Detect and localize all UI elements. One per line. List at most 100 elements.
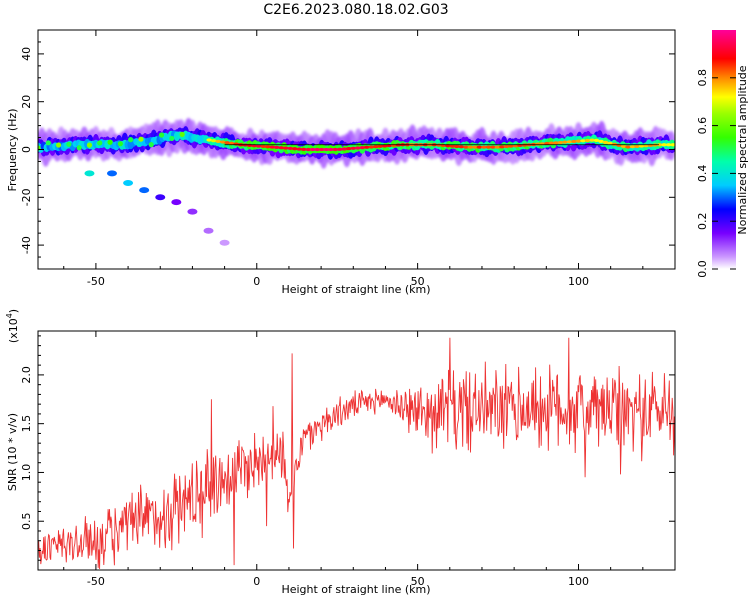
heat-core-cell <box>373 145 379 149</box>
heat-core-cell <box>264 145 271 149</box>
heat-core-cell <box>309 147 316 152</box>
spectrogram-y-tick-label: -20 <box>20 188 33 206</box>
heat-core-cell <box>255 144 262 148</box>
heat-core-cell <box>584 138 591 143</box>
heat-core-cell <box>359 146 366 150</box>
heat-core-cell <box>638 144 645 148</box>
heat-core-cell <box>224 141 230 145</box>
heat-blob <box>45 140 51 146</box>
heat-core-cell <box>458 145 465 149</box>
heat-core-cell <box>553 141 559 145</box>
snr-ticks: -50 0 50 100 0.5 1.0 1.5 2.0 <box>20 331 676 588</box>
heat-core-cell <box>449 144 456 148</box>
heat-core-cell <box>318 147 325 152</box>
snr-panel: -50 0 50 100 0.5 1.0 1.5 2.0 Height of straight… <box>5 309 676 596</box>
snr-y-tick-label: 2.0 <box>20 366 33 384</box>
heat-blob <box>97 140 103 146</box>
colorbar-tick-label: 0.8 <box>696 69 709 87</box>
colorbar-tick-label: 0.0 <box>696 260 709 278</box>
chart-title: C2E6.2023.080.18.02.G03 <box>263 2 448 18</box>
colorbar: 0.0 0.2 0.4 0.6 0.8 Normalized spectral ampl… <box>696 30 749 278</box>
heat-blob <box>55 142 62 148</box>
heat-core-cell <box>472 145 478 149</box>
secondary-track-point <box>155 194 166 201</box>
heat-core-cell <box>481 145 487 149</box>
snr-x-tick-label: -50 <box>87 575 105 588</box>
snr-x-tick-label: 50 <box>411 575 425 588</box>
heat-core-cell <box>296 147 303 151</box>
secondary-track-point <box>171 199 182 206</box>
heat-core-cell <box>557 140 564 145</box>
snr-y-tick-label: 1.5 <box>20 415 33 433</box>
spectrogram-heatmap <box>38 117 675 246</box>
spectrogram-x-axis-label: Height of straight line (km) <box>281 283 430 296</box>
heat-blob <box>158 132 165 138</box>
heat-core-cell <box>544 141 550 146</box>
heat-blob <box>117 141 123 147</box>
heat-blob <box>128 137 134 143</box>
spectrogram-y-axis-label: Frequency (Hz) <box>6 109 19 192</box>
heat-core-cell <box>490 145 496 149</box>
heat-core-cell <box>269 145 276 149</box>
spectrogram-y-tick-label: 0 <box>20 146 33 153</box>
snr-plot-area <box>38 331 675 570</box>
heat-core-cell <box>354 146 361 150</box>
heat-blob <box>107 139 113 145</box>
heat-blob <box>138 136 144 142</box>
heat-core-cell <box>273 145 280 149</box>
heat-core-cell <box>620 144 627 148</box>
colorbar-tick-label: 0.6 <box>696 117 709 135</box>
heat-core-cell <box>575 139 582 143</box>
heat-core-cell <box>206 138 212 142</box>
heat-core-cell <box>363 145 370 149</box>
heat-core-cell <box>503 144 510 149</box>
heat-blob <box>179 131 185 137</box>
heat-core-cell <box>454 144 460 149</box>
heat-blob <box>169 135 175 142</box>
secondary-track-point <box>84 170 95 177</box>
snr-scale-label: (x104) <box>5 309 20 343</box>
heat-core-cell <box>602 140 609 144</box>
heat-blob <box>76 145 82 151</box>
spectrogram-x-tick-label: 0 <box>253 275 260 288</box>
heat-core-cell <box>625 145 631 149</box>
heat-core-cell <box>305 147 312 152</box>
colorbar-label: Normalized spectral amplitude <box>736 65 749 234</box>
colorbar-gradient <box>712 30 736 269</box>
heat-core-cell <box>598 139 604 143</box>
snr-y-axis-label: SNR (10 * v/v) <box>6 413 19 491</box>
heat-blob <box>66 141 72 147</box>
heat-core-cell <box>548 141 555 145</box>
heat-core-cell <box>291 147 298 151</box>
heat-core-cell <box>494 145 501 149</box>
heat-core-cell <box>336 147 343 151</box>
secondary-track-point <box>187 208 198 215</box>
heat-core-cell <box>629 145 636 149</box>
snr-x-axis-label: Height of straight line (km) <box>281 583 430 596</box>
heat-core-cell <box>593 138 600 142</box>
snr-y-tick-label: 0.5 <box>20 512 33 530</box>
heat-core-cell <box>463 145 469 149</box>
heat-core-cell <box>350 146 357 150</box>
snr-x-tick-label: 0 <box>253 575 260 588</box>
heat-blob <box>148 142 154 148</box>
heat-core-cell <box>571 139 577 144</box>
heat-core-cell <box>368 145 375 149</box>
heat-core-cell <box>476 145 483 149</box>
spectrogram-ticks: -50 0 50 100 -40 -20 0 20 40 <box>20 30 676 288</box>
heat-core-cell <box>282 146 289 150</box>
secondary-track-point <box>219 239 230 246</box>
heat-core-cell <box>219 140 226 144</box>
heat-core-cell <box>467 145 474 149</box>
heat-core-cell <box>499 145 505 149</box>
secondary-track-point <box>203 227 214 234</box>
heat-core-cell <box>323 147 330 152</box>
snr-x-tick-label: 100 <box>568 575 589 588</box>
heat-core-cell <box>485 145 492 149</box>
spectrogram-x-tick-label: 50 <box>411 275 425 288</box>
secondary-track-point <box>123 179 134 186</box>
heat-core-cell <box>607 141 613 145</box>
snr-frame <box>37 330 676 571</box>
heat-core-cell <box>228 141 235 145</box>
heat-core-cell <box>260 144 267 148</box>
